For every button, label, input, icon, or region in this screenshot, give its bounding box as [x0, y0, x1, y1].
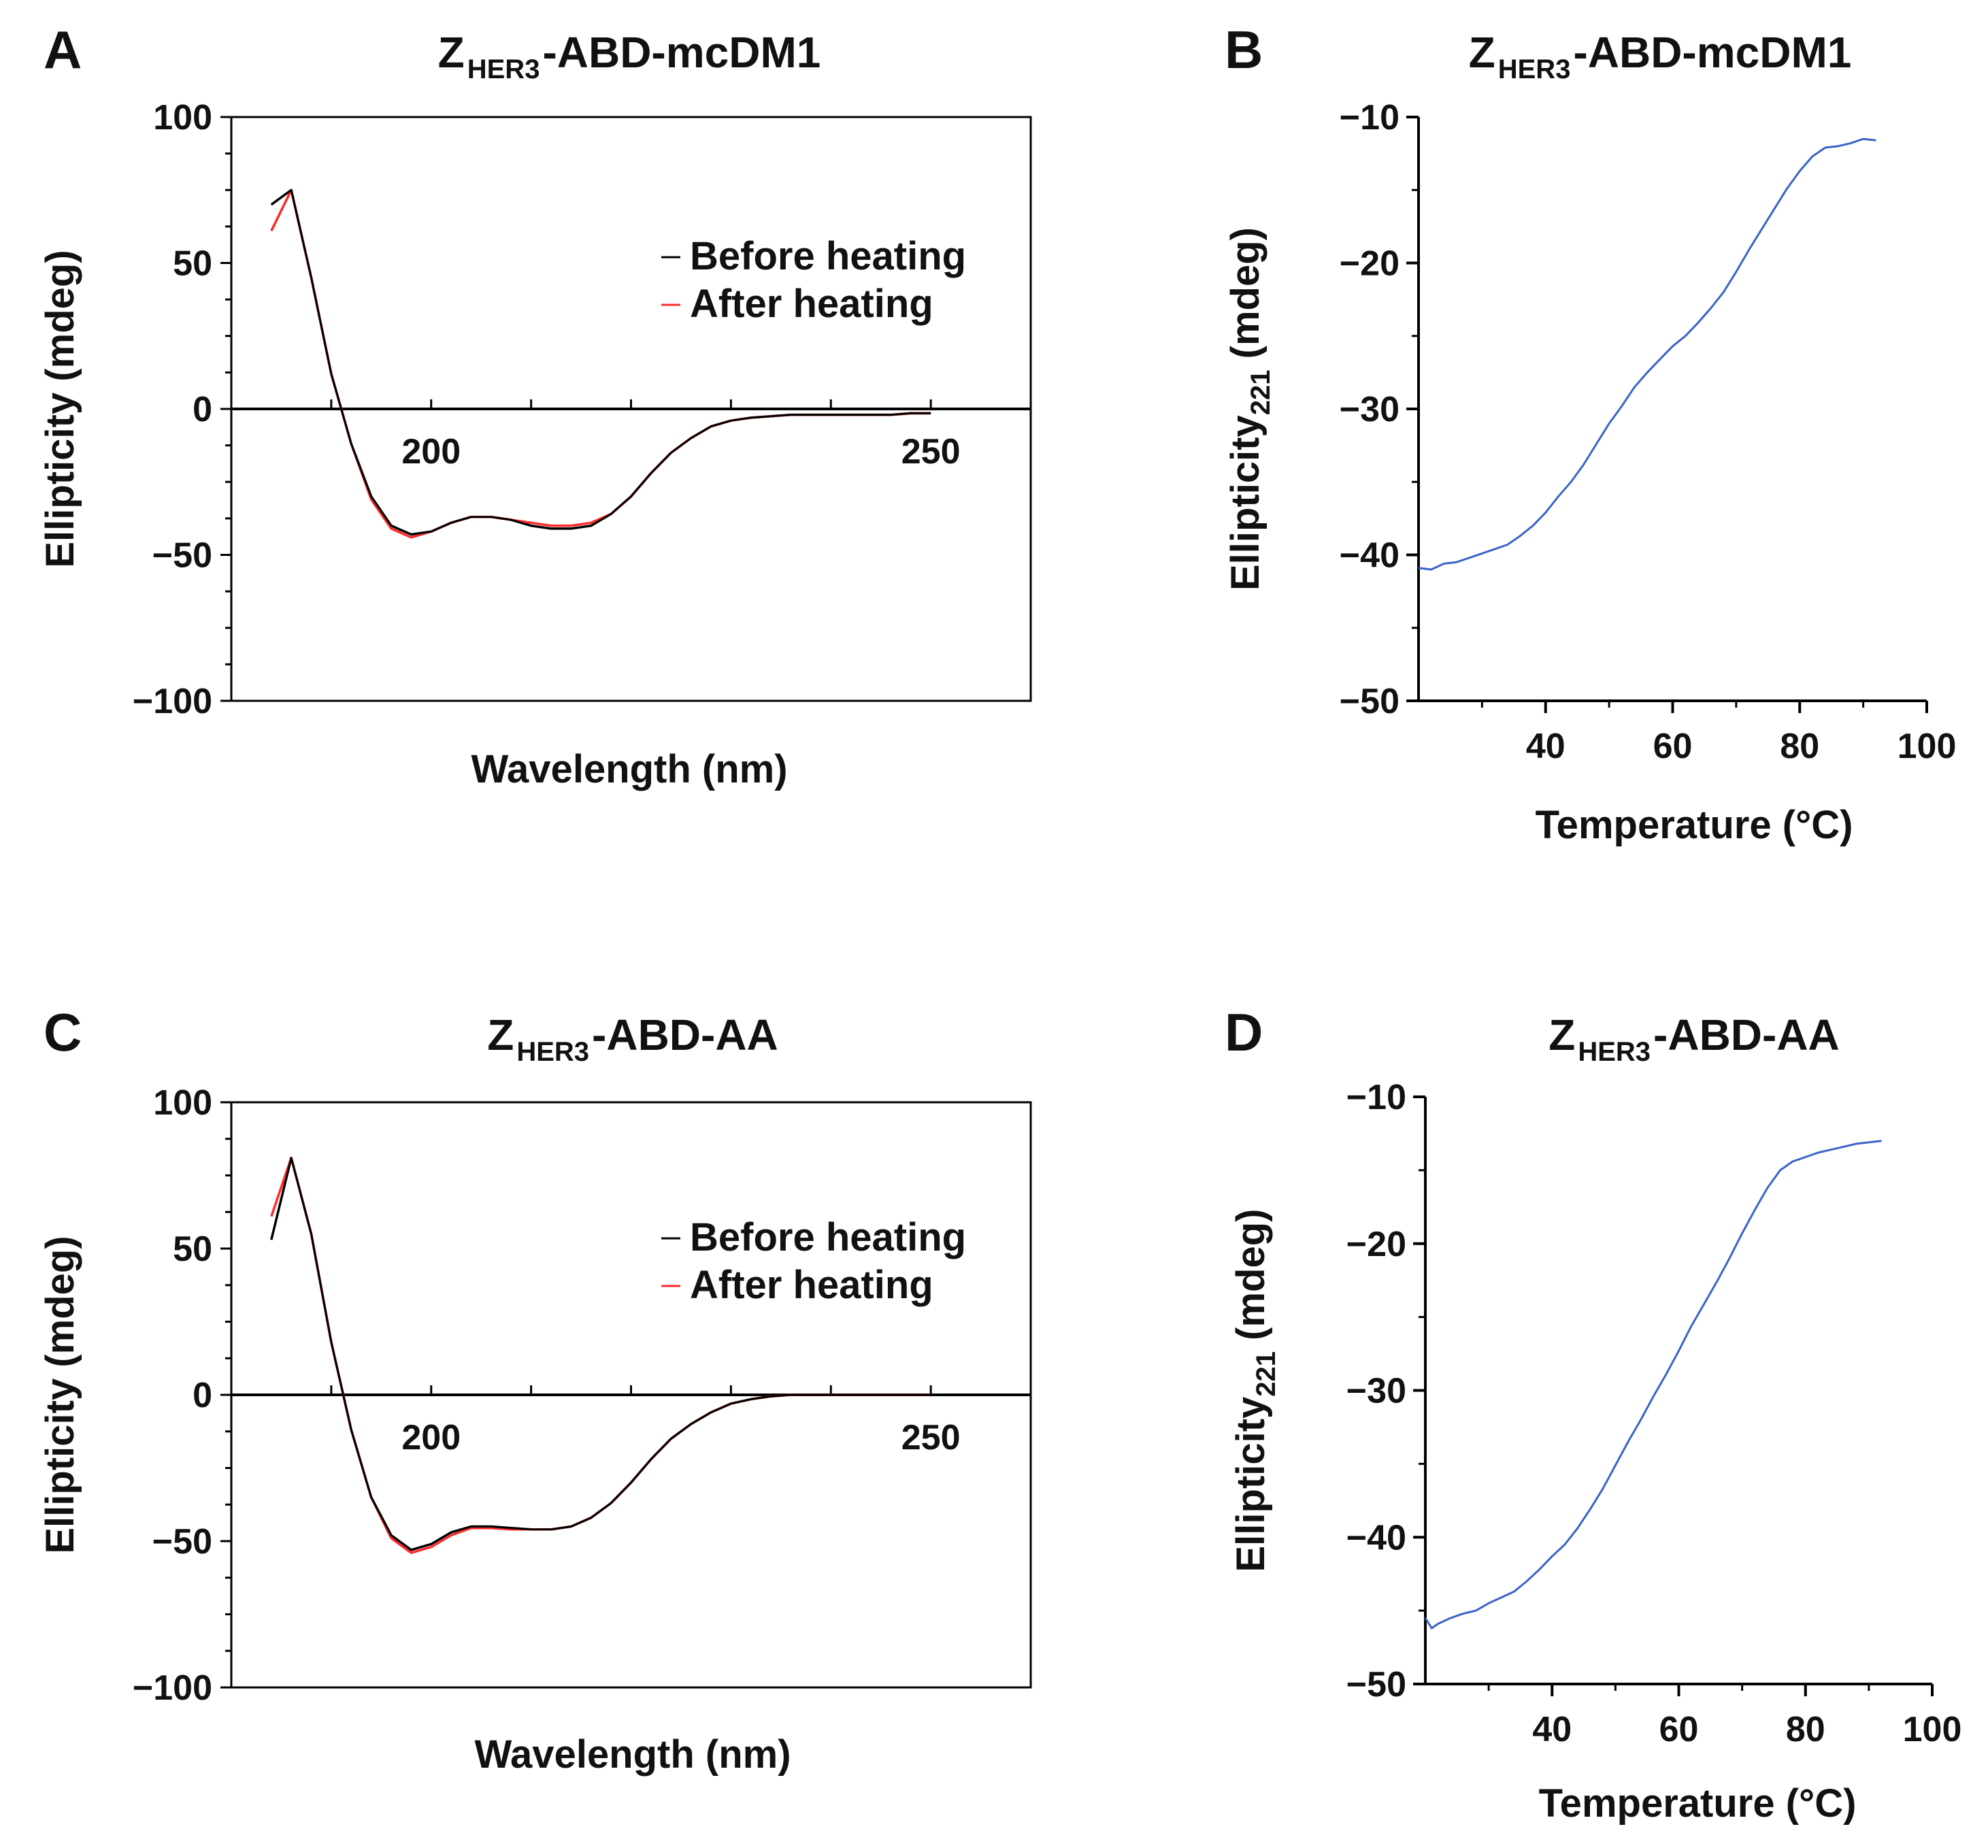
- chart-title: Z HER3-ABD-AA: [487, 1010, 778, 1067]
- y-label-main: Ellipticity: [1229, 1397, 1273, 1572]
- y-label-main: Ellipticity: [1223, 415, 1268, 591]
- y-tick-label: −100: [133, 1668, 212, 1708]
- y-label-subscript: 221: [1251, 1351, 1281, 1397]
- title-main: Z: [1468, 28, 1495, 77]
- y-tick-label: 100: [153, 98, 212, 137]
- x-tick-label: 200: [401, 432, 461, 472]
- title-main: Z: [1548, 1010, 1576, 1059]
- y-tick-label: −30: [1346, 1372, 1406, 1411]
- y-tick-label: 0: [193, 1376, 212, 1415]
- thermal-series-line: [1424, 1140, 1882, 1630]
- legend-label: Before heating: [690, 234, 966, 278]
- y-axis-label: Ellipticity221 (mdeg): [1229, 1208, 1281, 1572]
- title-subscript: HER3: [516, 1037, 590, 1067]
- title-subscript: HER3: [1497, 54, 1571, 84]
- title-rest: -ABD-AA: [592, 1010, 778, 1059]
- y-tick-label: −20: [1340, 244, 1399, 284]
- chart-title: Z HER3-ABD-mcDM1: [1468, 27, 1852, 84]
- y-axis-label: Ellipticity (mdeg): [38, 250, 82, 567]
- x-tick-label: 40: [1532, 1710, 1572, 1749]
- before-heating-series-line-overlay: [270, 188, 931, 535]
- title-main: Z: [437, 28, 465, 77]
- panel-letter: D: [1225, 1002, 1263, 1062]
- legend-label: Before heating: [690, 1215, 966, 1259]
- x-tick-label: 200: [401, 1418, 461, 1457]
- before-heating-series-line-overlay: [270, 1157, 931, 1551]
- y-tick-label: −50: [1340, 682, 1399, 721]
- x-tick-label: 80: [1780, 727, 1819, 766]
- panel-letter: B: [1225, 20, 1263, 80]
- y-tick-label: 0: [193, 390, 212, 429]
- y-tick-label: −10: [1340, 98, 1399, 137]
- y-label-subscript: 221: [1246, 369, 1276, 415]
- y-tick-label: −100: [133, 682, 212, 721]
- chart-title: Z HER3-ABD-AA: [1548, 1010, 1840, 1067]
- x-tick-label: 250: [901, 1418, 961, 1457]
- x-axis-label: Wavelength (nm): [474, 1732, 791, 1777]
- title-main: Z: [487, 1010, 514, 1059]
- y-tick-label: 50: [173, 1230, 212, 1269]
- title-subscript: HER3: [467, 54, 540, 84]
- y-tick-label: −40: [1346, 1518, 1406, 1557]
- y-label-rest: (mdeg): [1223, 227, 1268, 369]
- chart-title: Z HER3-ABD-mcDM1: [437, 27, 821, 84]
- title-rest: -ABD-AA: [1653, 1010, 1840, 1059]
- y-axis-label: Ellipticity (mdeg): [38, 1236, 82, 1553]
- y-tick-label: −50: [152, 1522, 212, 1562]
- x-axis-label: Temperature (°C): [1539, 1781, 1857, 1826]
- panel-letter: C: [44, 1002, 82, 1062]
- x-axis-label: Wavelength (nm): [471, 747, 787, 791]
- x-tick-label: 40: [1526, 727, 1565, 766]
- y-tick-label: −30: [1340, 390, 1399, 429]
- y-tick-label: −40: [1340, 536, 1399, 576]
- x-axis-label: Temperature (°C): [1536, 803, 1853, 847]
- x-tick-label: 100: [1898, 727, 1957, 766]
- title-rest: -ABD-mcDM1: [542, 28, 821, 77]
- x-tick-label: 250: [901, 432, 961, 472]
- y-tick-label: −50: [1346, 1665, 1406, 1704]
- y-tick-label: −10: [1346, 1078, 1406, 1117]
- y-tick-label: −20: [1346, 1225, 1406, 1264]
- y-tick-label: −50: [152, 536, 212, 576]
- x-tick-label: 60: [1659, 1710, 1699, 1749]
- legend-label: After heating: [690, 1263, 933, 1307]
- legend-label: After heating: [690, 282, 933, 326]
- x-tick-label: 100: [1903, 1710, 1962, 1749]
- title-rest: -ABD-mcDM1: [1573, 28, 1852, 77]
- y-axis-label: Ellipticity221 (mdeg): [1223, 227, 1276, 591]
- y-label-rest: (mdeg): [1229, 1208, 1273, 1351]
- panel-letter: A: [44, 20, 82, 80]
- x-tick-label: 60: [1653, 727, 1693, 766]
- y-tick-label: 100: [153, 1083, 212, 1123]
- title-subscript: HER3: [1578, 1037, 1651, 1067]
- y-tick-label: 50: [173, 244, 212, 284]
- thermal-series-line: [1418, 137, 1876, 571]
- x-tick-label: 80: [1786, 1710, 1825, 1749]
